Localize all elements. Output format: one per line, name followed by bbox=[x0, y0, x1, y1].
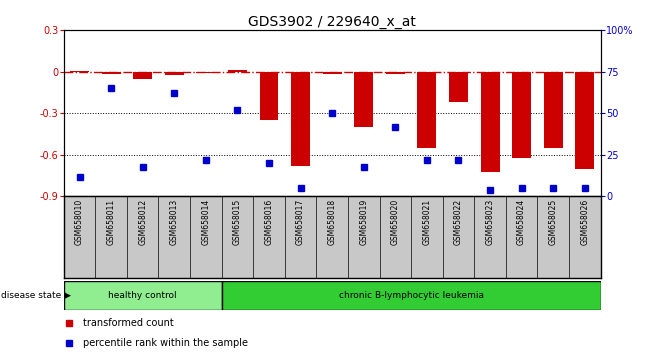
Title: GDS3902 / 229640_x_at: GDS3902 / 229640_x_at bbox=[248, 15, 416, 29]
Text: disease state ▶: disease state ▶ bbox=[1, 291, 71, 300]
Bar bbox=[386, 72, 405, 74]
Text: GSM658010: GSM658010 bbox=[75, 199, 84, 245]
Bar bbox=[64, 281, 221, 310]
Text: GSM658017: GSM658017 bbox=[296, 199, 305, 245]
Text: GSM658025: GSM658025 bbox=[549, 199, 558, 245]
Text: GSM658019: GSM658019 bbox=[359, 199, 368, 245]
Text: GSM658026: GSM658026 bbox=[580, 199, 589, 245]
Text: GSM658021: GSM658021 bbox=[422, 199, 431, 245]
Text: GSM658013: GSM658013 bbox=[170, 199, 178, 245]
Text: GSM658015: GSM658015 bbox=[233, 199, 242, 245]
Bar bbox=[544, 72, 563, 148]
Text: transformed count: transformed count bbox=[83, 318, 173, 327]
Text: GSM658023: GSM658023 bbox=[486, 199, 495, 245]
Text: GSM658012: GSM658012 bbox=[138, 199, 147, 245]
Bar bbox=[291, 72, 310, 166]
Bar bbox=[260, 72, 278, 120]
Bar bbox=[480, 72, 499, 171]
Bar bbox=[197, 72, 215, 73]
Text: GSM658014: GSM658014 bbox=[201, 199, 210, 245]
Bar bbox=[134, 72, 152, 79]
Text: healthy control: healthy control bbox=[109, 291, 177, 300]
Text: GSM658018: GSM658018 bbox=[327, 199, 337, 245]
Text: GSM658016: GSM658016 bbox=[264, 199, 274, 245]
Bar bbox=[417, 72, 436, 148]
Bar bbox=[101, 72, 121, 74]
Bar bbox=[354, 72, 373, 127]
Bar bbox=[575, 72, 595, 169]
Text: GSM658011: GSM658011 bbox=[107, 199, 115, 245]
Text: chronic B-lymphocytic leukemia: chronic B-lymphocytic leukemia bbox=[339, 291, 484, 300]
Text: percentile rank within the sample: percentile rank within the sample bbox=[83, 338, 248, 348]
Bar bbox=[512, 72, 531, 158]
Text: GSM658020: GSM658020 bbox=[391, 199, 400, 245]
Bar bbox=[165, 72, 184, 75]
Bar bbox=[449, 72, 468, 102]
Bar bbox=[323, 72, 342, 74]
Text: GSM658022: GSM658022 bbox=[454, 199, 463, 245]
Bar bbox=[70, 71, 89, 72]
Bar bbox=[228, 70, 247, 72]
Text: GSM658024: GSM658024 bbox=[517, 199, 526, 245]
Bar bbox=[221, 281, 601, 310]
